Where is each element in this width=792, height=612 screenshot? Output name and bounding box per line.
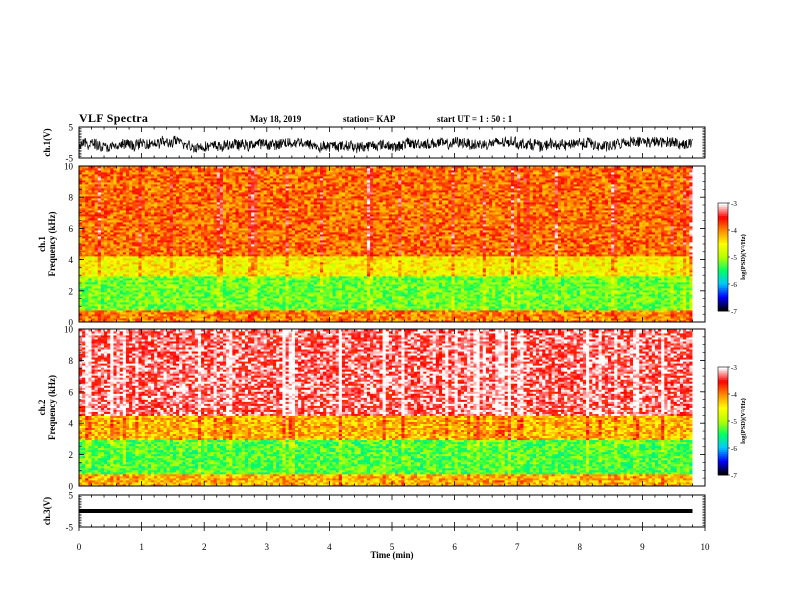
xtick-label: 5 <box>390 542 395 552</box>
ch3-trace <box>79 509 693 513</box>
spectrogram-ch2 <box>79 329 705 487</box>
xaxis-label: Time (min) <box>370 550 413 560</box>
colorbar-tick: -5 <box>731 254 737 262</box>
colorbar-tick: -4 <box>731 227 737 235</box>
xtick-label: 8 <box>578 542 583 552</box>
ytick-label: 4 <box>69 255 74 265</box>
xtick-label: 4 <box>327 542 332 552</box>
colorbar-tick: -6 <box>731 281 737 289</box>
ytick-label: 6 <box>69 387 74 397</box>
ytick-label: 8 <box>69 193 74 203</box>
xtick-label: 1 <box>139 542 144 552</box>
ylabel-0: ch.1(V) <box>42 128 52 156</box>
xtick-label: 7 <box>515 542 520 552</box>
start-ut-label: start UT = 1 : 50 : 1 <box>437 114 512 124</box>
waveform-ch3 <box>79 509 693 513</box>
colorbar-label: log(PSD)(V²/Hz) <box>740 398 747 444</box>
colorbar-ch1: -3 -4 -5 -6 -7 log(PSD)(V²/Hz) <box>717 200 747 316</box>
ytick-label: -5 <box>66 523 74 533</box>
ytick-label: 6 <box>69 224 74 234</box>
colorbar-tick: -7 <box>731 472 737 480</box>
ch1-trace <box>78 135 693 154</box>
xtick-label: 0 <box>77 542 82 552</box>
ytick-label: 10 <box>64 162 74 172</box>
xtick-label: 10 <box>701 542 711 552</box>
ylabel-1: Frequency (kHz) <box>47 211 57 276</box>
ytick-label: 8 <box>69 356 74 366</box>
colorbar-tick: -3 <box>731 364 737 372</box>
ytick-label: 2 <box>69 286 74 296</box>
colorbar-tick: -4 <box>731 391 737 399</box>
ytick-label: 4 <box>69 419 74 429</box>
xtick-label: 3 <box>265 542 270 552</box>
xtick-label: 9 <box>640 542 645 552</box>
colorbar-ch2: -3 -4 -5 -6 -7 log(PSD)(V²/Hz) <box>717 364 747 480</box>
colorbar-tick: -5 <box>731 418 737 426</box>
ylabel-1: Frequency (kHz) <box>47 375 57 440</box>
colorbar-label: log(PSD)(V²/Hz) <box>740 234 747 280</box>
ytick-label: 2 <box>69 450 74 460</box>
figure-title: VLF Spectra <box>79 111 148 126</box>
ytick-label: 0 <box>69 318 74 328</box>
ylabel-0: ch.3(V) <box>42 497 52 525</box>
ytick-label: -5 <box>66 154 74 164</box>
spectrogram-ch1 <box>79 166 705 323</box>
ylabel-0: ch.2 <box>37 399 47 415</box>
ytick-label: 0 <box>69 482 74 492</box>
station-label: station= KAP <box>343 114 395 124</box>
xtick-label: 6 <box>452 542 457 552</box>
ytick-label: 5 <box>69 123 74 133</box>
ytick-label: 10 <box>64 325 74 335</box>
xtick-label: 2 <box>202 542 207 552</box>
waveform-ch1 <box>78 135 693 154</box>
ylabel-0: ch.1 <box>37 236 47 252</box>
colorbar-tick: -7 <box>731 308 737 316</box>
date-label: May 18, 2019 <box>250 114 301 124</box>
colorbar-tick: -6 <box>731 445 737 453</box>
colorbar-tick: -3 <box>731 200 737 208</box>
ytick-label: 5 <box>69 491 74 501</box>
